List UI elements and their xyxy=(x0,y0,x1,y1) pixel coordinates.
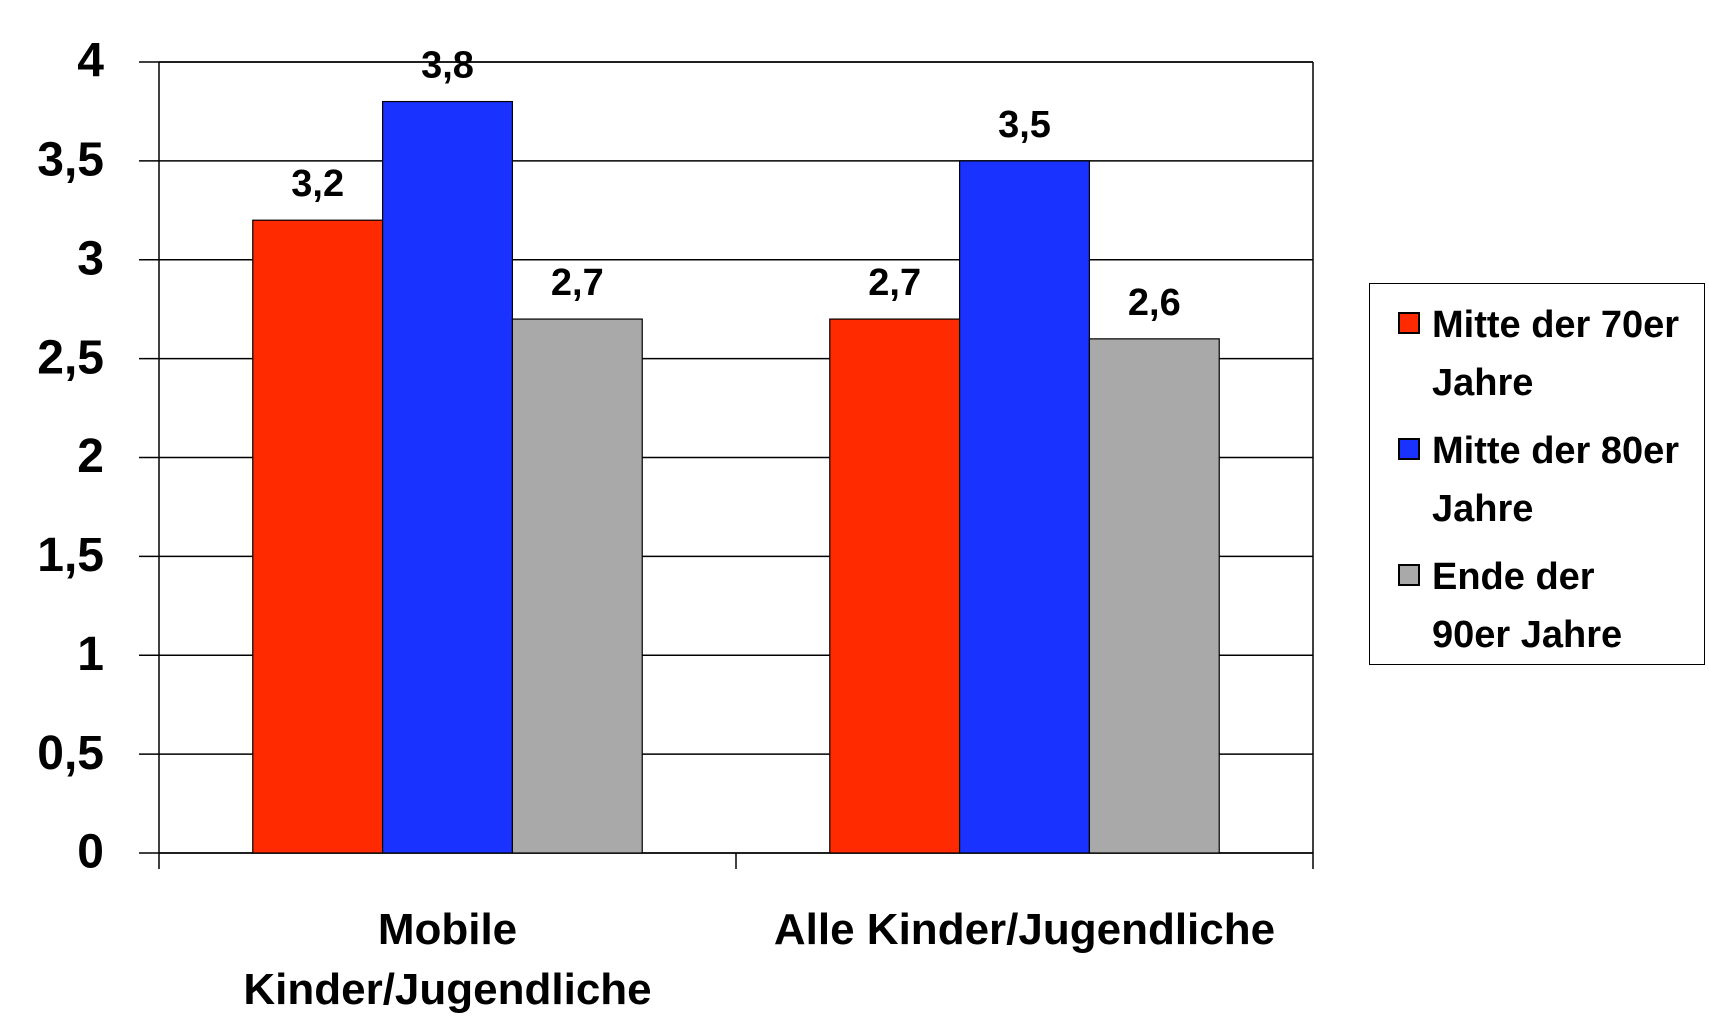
y-tick-label: 3,5 xyxy=(37,134,104,187)
y-tick-label: 1 xyxy=(77,628,104,681)
y-tick-label: 0,5 xyxy=(37,727,104,780)
legend-item: Mitte der 70er Jahre xyxy=(1398,296,1704,412)
legend-label: Mitte der 70er Jahre xyxy=(1432,304,1680,404)
value-label: 3,2 xyxy=(291,163,344,205)
legend-item: Mitte der 80er Jahre xyxy=(1398,422,1704,538)
bar xyxy=(829,318,961,854)
y-tick-label: 4 xyxy=(77,35,104,88)
y-tick-label: 1,5 xyxy=(37,529,104,582)
bar xyxy=(252,219,384,854)
legend: Mitte der 70er Jahre Mitte der 80er Jahre… xyxy=(1369,283,1705,665)
bar xyxy=(381,100,514,854)
y-tick-label: 0 xyxy=(77,826,104,879)
value-label: 2,7 xyxy=(551,262,604,304)
value-label: 3,8 xyxy=(421,45,474,87)
legend-item: Ende der 90er Jahre xyxy=(1398,548,1704,664)
y-tick-label: 2,5 xyxy=(37,331,104,384)
bar xyxy=(1088,338,1220,854)
legend-swatch xyxy=(1398,438,1420,460)
legend-swatch xyxy=(1398,312,1420,334)
y-tick-label: 3 xyxy=(77,232,104,285)
legend-label: Mitte der 80er Jahre xyxy=(1432,430,1680,530)
value-label: 3,5 xyxy=(998,104,1051,146)
value-label: 2,6 xyxy=(1128,282,1181,324)
x-tick-label: Alle Kinder/Jugendliche xyxy=(773,905,1276,954)
bar xyxy=(958,160,1091,854)
legend-label: Ende der 90er Jahre xyxy=(1432,556,1623,656)
y-tick-label: 2 xyxy=(77,430,104,483)
x-tick-label: Mobile Kinder/Jugendliche xyxy=(243,905,652,1014)
bar xyxy=(511,318,643,854)
legend-swatch xyxy=(1398,564,1420,586)
value-label: 2,7 xyxy=(868,262,921,304)
